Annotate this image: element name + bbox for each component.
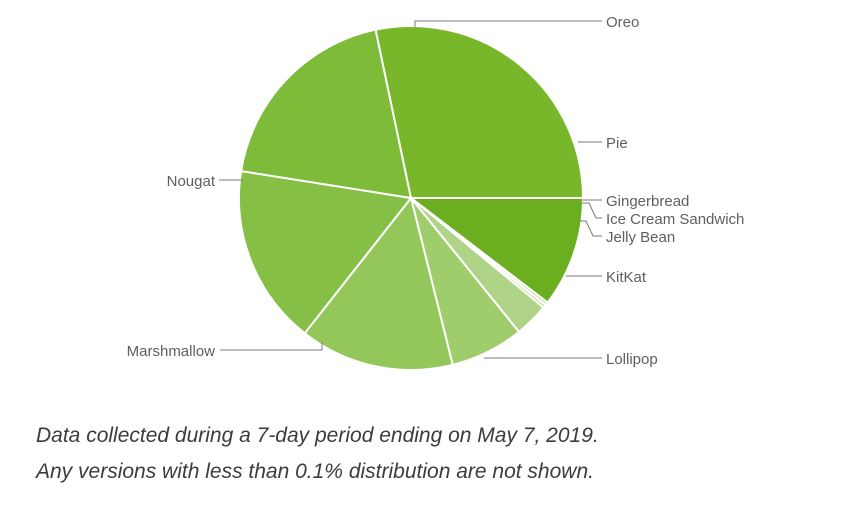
leader-line-jelly-bean (580, 220, 602, 237)
caption-line-1: Data collected during a 7-day period end… (36, 424, 599, 447)
pie-slice-nougat (240, 28, 412, 199)
leader-line-oreo (414, 20, 602, 27)
labels-layer: Oreo Pie Gingerbread Ice Cream Sandwich … (127, 14, 745, 368)
label-pie: Pie (606, 135, 628, 152)
caption-line-2: Any versions with less than 0.1% distrib… (36, 460, 594, 483)
pie-chart: Oreo Pie Gingerbread Ice Cream Sandwich … (127, 14, 745, 371)
label-ice-cream-sandwich: Ice Cream Sandwich (606, 211, 744, 228)
leader-line-marshmallow (220, 342, 323, 351)
pie-slice-oreo (374, 25, 584, 199)
label-kitkat: KitKat (606, 269, 647, 286)
label-marshmallow: Marshmallow (127, 343, 216, 360)
pie-chart-svg: Oreo Pie Gingerbread Ice Cream Sandwich … (127, 14, 745, 371)
leader-lines-layer (219, 20, 602, 359)
label-lollipop: Lollipop (606, 351, 658, 368)
label-oreo: Oreo (606, 14, 639, 31)
label-gingerbread: Gingerbread (606, 193, 689, 210)
label-nougat: Nougat (167, 173, 216, 190)
slices-layer (238, 25, 584, 371)
label-jelly-bean: Jelly Bean (606, 229, 675, 246)
pie-slice-lollipop (303, 197, 454, 371)
pie-slice-marshmallow (238, 170, 412, 335)
leader-line-ice-cream-sandwich (582, 202, 602, 219)
